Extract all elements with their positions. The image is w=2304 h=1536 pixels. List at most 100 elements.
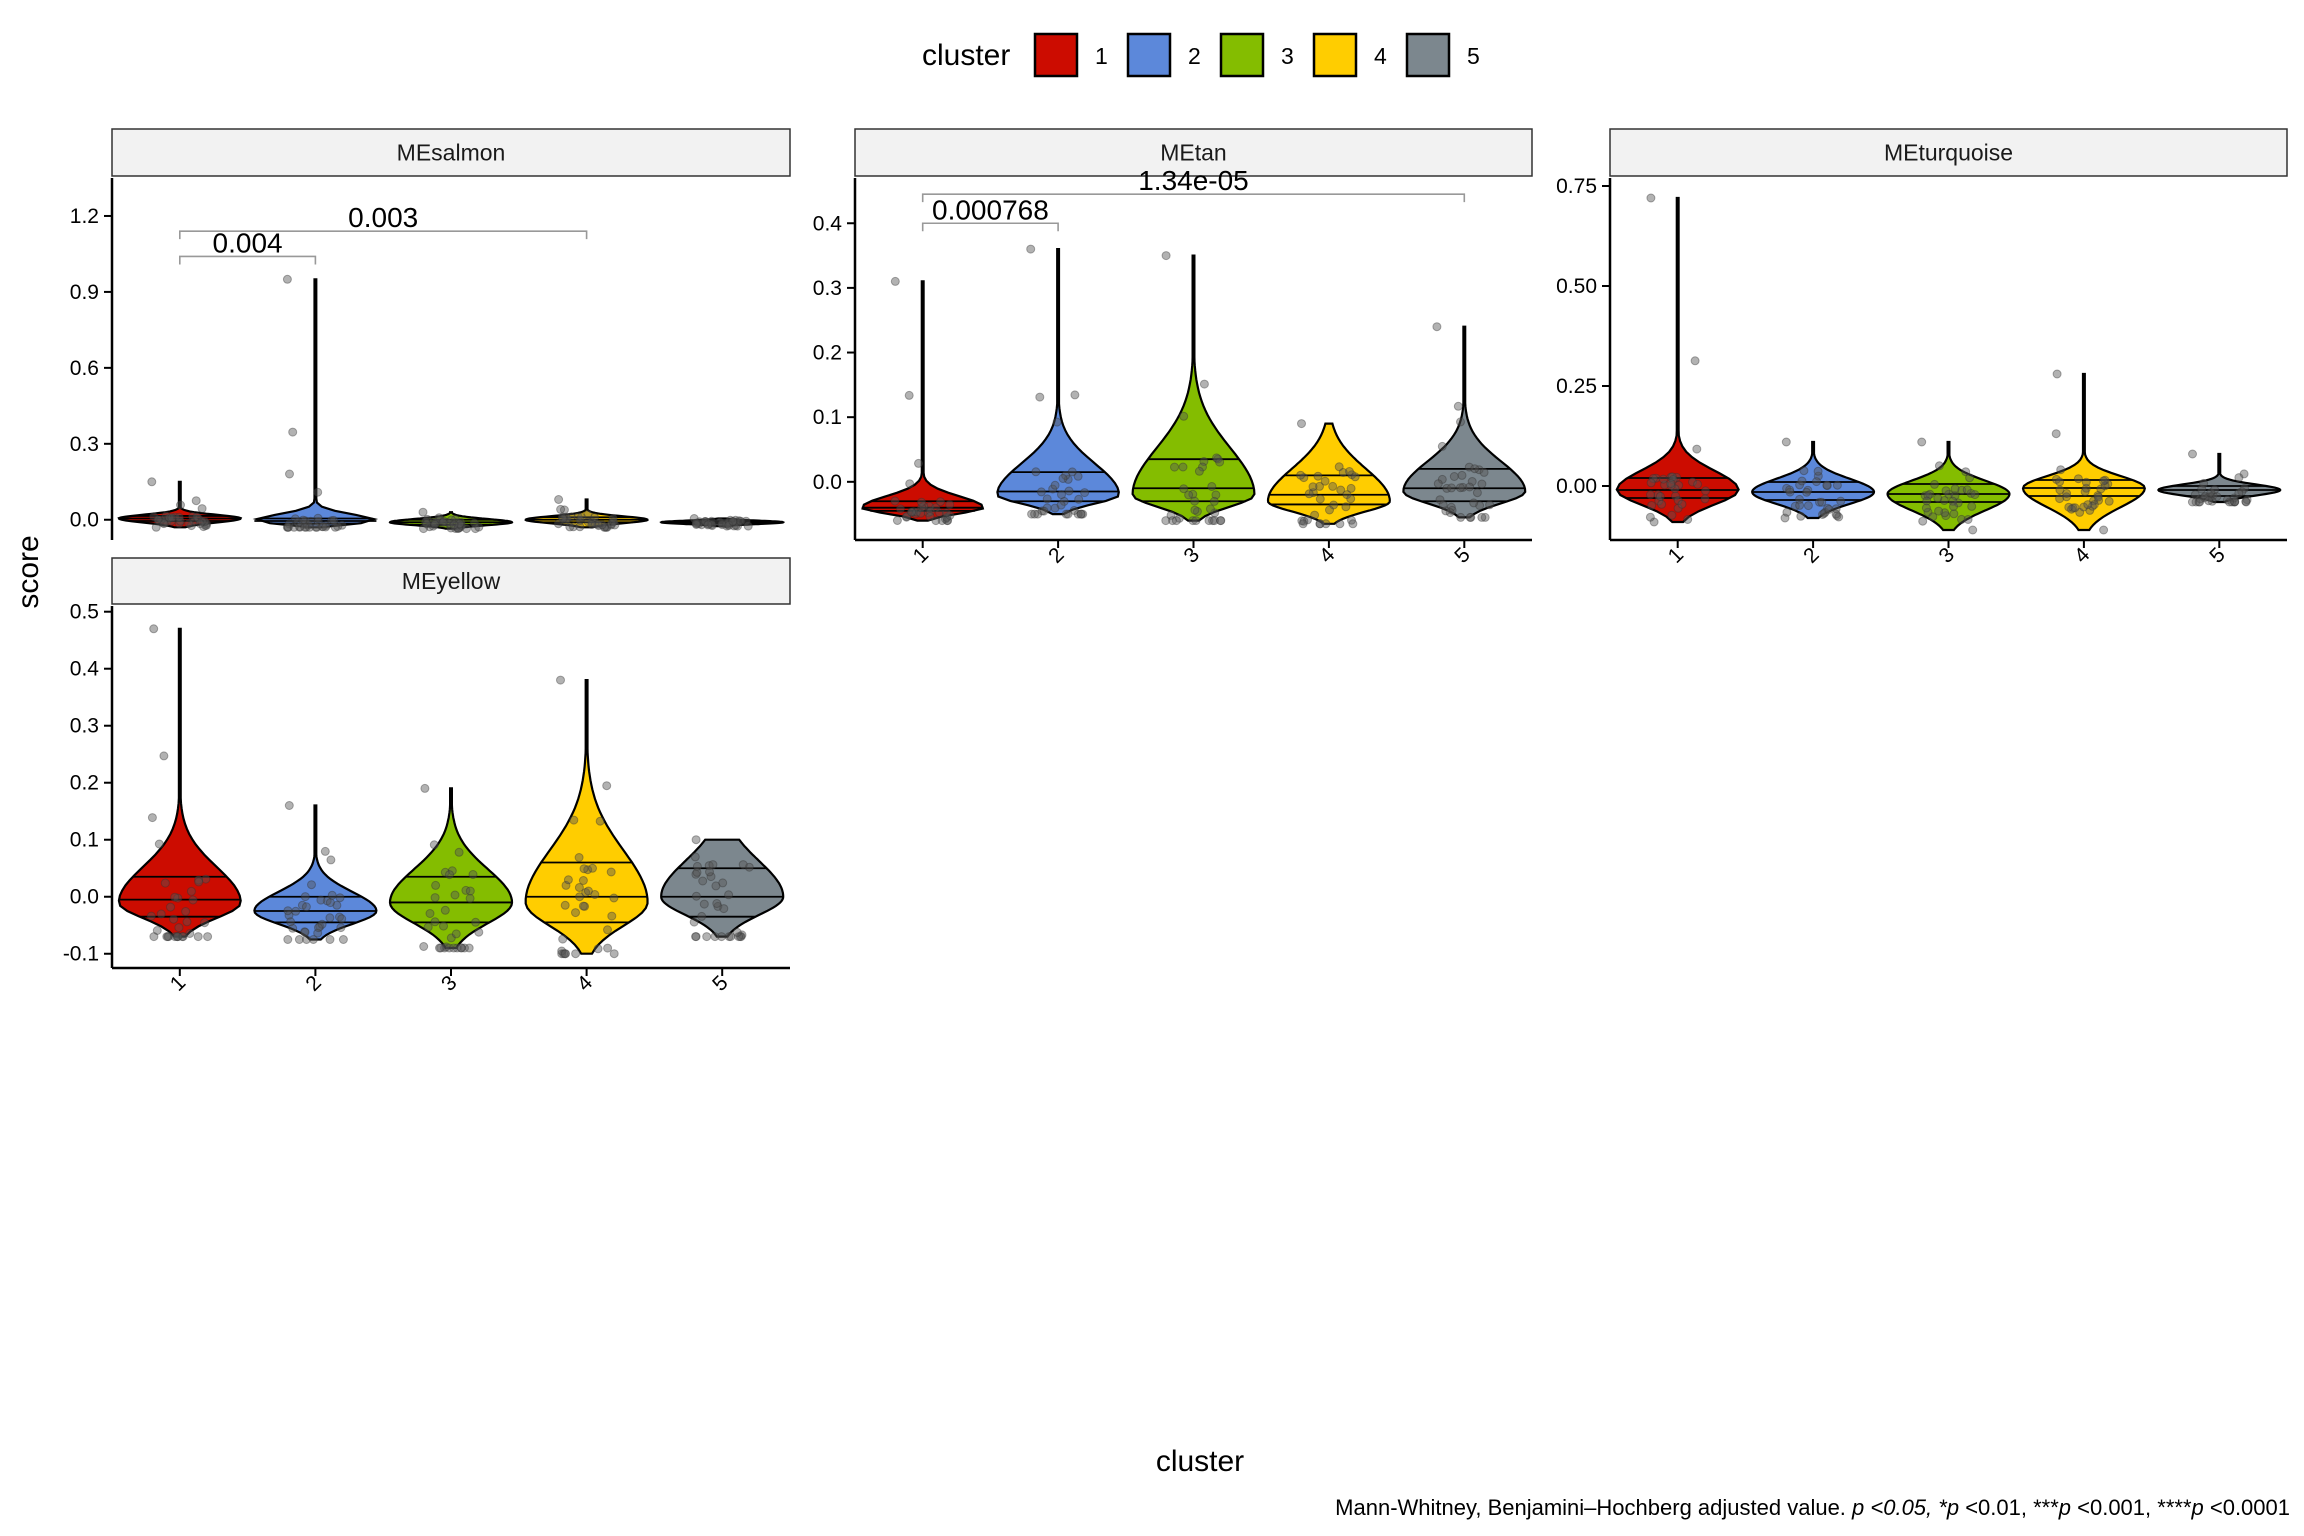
data-point [593, 944, 603, 954]
data-point [201, 521, 210, 530]
data-point [1813, 466, 1823, 476]
data-point [336, 923, 346, 933]
data-point [2079, 502, 2089, 512]
data-point [1308, 482, 1318, 492]
data-point [436, 943, 446, 953]
data-point [173, 932, 183, 942]
data-point [291, 906, 301, 916]
data-point [333, 521, 343, 531]
data-point [1934, 506, 1944, 516]
data-point [203, 932, 213, 942]
data-point [301, 522, 311, 532]
data-point [1923, 507, 1933, 517]
data-point [456, 943, 466, 953]
data-point [2194, 497, 2204, 507]
data-point [185, 929, 195, 938]
data-point [907, 507, 916, 517]
data-point [736, 516, 746, 526]
data-point [470, 524, 480, 534]
data-point [731, 520, 741, 530]
data-point [713, 901, 723, 911]
panel-MEtan: MEtan 0.0 0.1 0.2 0.3 0.4 1 2 3 4 5 0.000768 1.34e-0… [813, 128, 1533, 568]
data-point [1298, 519, 1308, 529]
data-point [419, 942, 429, 951]
data-point [695, 517, 704, 527]
data-point [465, 886, 475, 896]
data-point [556, 675, 565, 685]
data-point [925, 501, 934, 511]
data-point [2210, 485, 2220, 495]
data-point [200, 918, 210, 928]
strip-MEturquoise [1609, 128, 2288, 177]
data-point [707, 520, 717, 529]
x-tick-label: 2 [1799, 543, 1824, 568]
data-point [1654, 496, 1664, 506]
panel-MEyellow: MEyellow -0.1 0.0 0.1 0.2 0.3 0.4 0.5 1 2 3 4 5 [63, 557, 791, 996]
data-point [1074, 494, 1084, 504]
strip-label-MEsalmon: MEsalmon [397, 140, 506, 166]
data-point [1303, 515, 1312, 525]
data-point [942, 516, 952, 526]
y-tick-label: 0.0 [70, 509, 99, 532]
data-point [1812, 477, 1821, 487]
data-point [160, 878, 170, 888]
data-point [1655, 491, 1665, 501]
data-point [337, 520, 347, 530]
data-point [590, 513, 600, 522]
data-point [197, 504, 207, 514]
data-point [2208, 491, 2218, 500]
data-point [1477, 479, 1487, 489]
y-tick-label: 0.75 [1556, 175, 1597, 198]
data-point [1341, 502, 1351, 512]
data-point [165, 513, 175, 523]
data-point [176, 500, 185, 510]
violin-MEturquoise-cluster-3 [1886, 440, 2011, 532]
data-point [430, 893, 440, 903]
data-point [606, 867, 616, 877]
data-point [1435, 495, 1445, 505]
data-point [1941, 486, 1951, 496]
data-point [909, 507, 919, 517]
data-point [734, 516, 744, 526]
data-point [193, 932, 203, 942]
data-point [202, 520, 211, 530]
data-point [173, 893, 183, 903]
data-point [595, 816, 605, 826]
data-point [419, 524, 428, 534]
data-point [446, 523, 456, 533]
data-point [574, 883, 584, 892]
data-point [1184, 490, 1194, 500]
data-point [588, 863, 597, 873]
data-point [441, 942, 451, 952]
data-point [465, 893, 475, 903]
data-point [1456, 417, 1465, 427]
y-tick-label: 0.2 [70, 772, 99, 795]
data-point [1782, 507, 1792, 517]
data-point [560, 949, 570, 959]
data-point [1039, 506, 1049, 516]
legend-label-1: 1 [1095, 43, 1108, 69]
data-point [941, 508, 951, 518]
data-point [728, 516, 738, 526]
x-tick-label: 1 [166, 971, 191, 996]
data-point [195, 519, 205, 529]
data-point [1297, 419, 1306, 429]
data-point [936, 497, 945, 507]
data-point [284, 519, 294, 529]
data-point [692, 861, 702, 871]
data-point [1453, 401, 1463, 411]
data-point [1950, 484, 1960, 494]
data-point [1335, 519, 1345, 529]
data-point [290, 514, 300, 524]
data-point [578, 876, 588, 885]
data-point [940, 514, 950, 524]
strip-MEyellow [111, 557, 791, 605]
data-point [1465, 512, 1475, 522]
data-point [1042, 503, 1052, 513]
data-point [728, 517, 738, 527]
data-point [587, 519, 597, 529]
data-point [300, 520, 310, 530]
data-point [447, 866, 457, 876]
data-point [2230, 497, 2240, 507]
data-point [1215, 457, 1225, 467]
